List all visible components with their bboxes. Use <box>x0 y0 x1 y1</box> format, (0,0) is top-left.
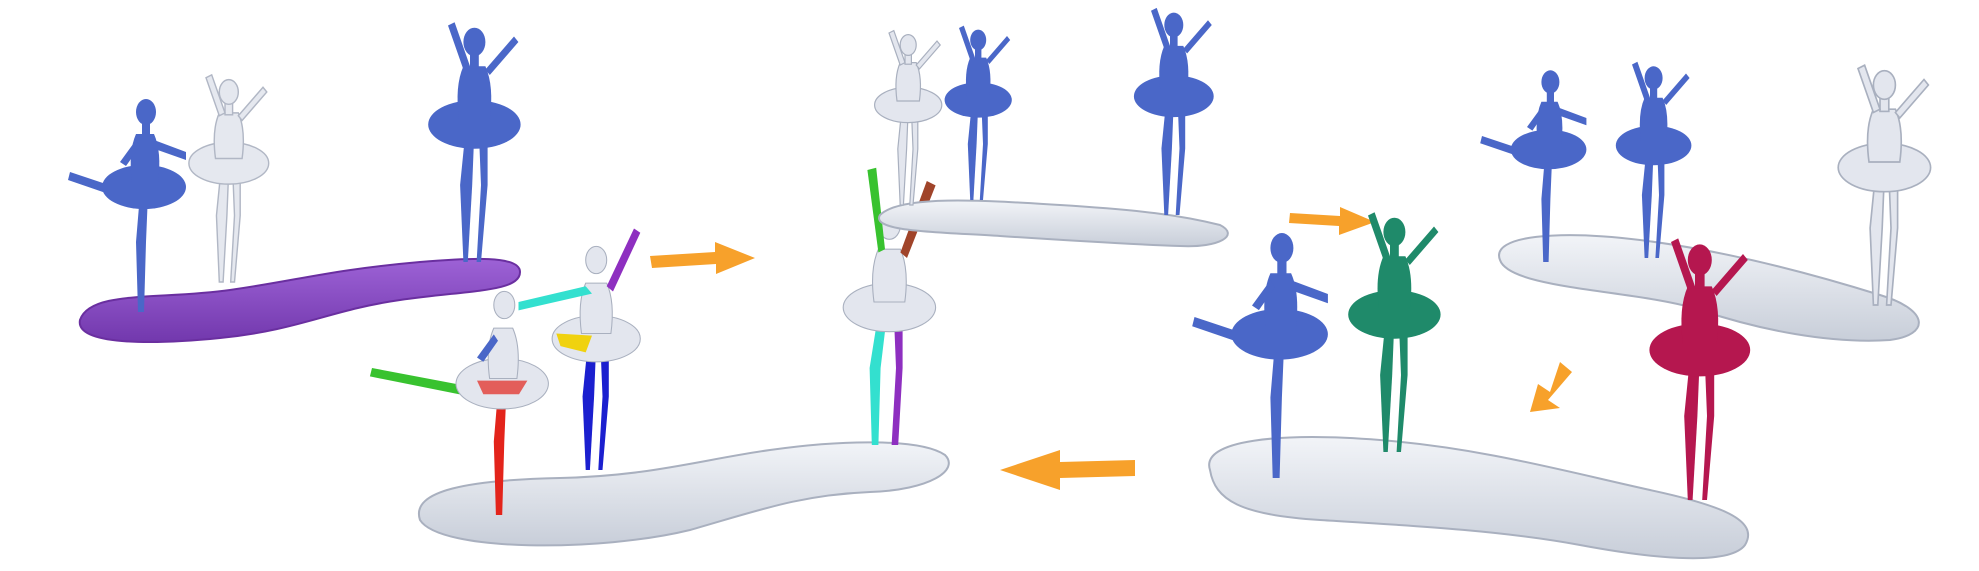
arrow-to-segmentation-icon <box>650 242 755 274</box>
glass-dancer-rear <box>873 29 943 206</box>
panel-input-composition <box>68 22 522 344</box>
blue-dancer-rear-left <box>944 25 1012 201</box>
blue-dancer-rear-right <box>1133 7 1214 215</box>
arrow-to-decomposed-icon <box>1289 207 1375 235</box>
purple-base <box>78 257 522 344</box>
glass-dancer-front <box>1837 64 1932 306</box>
panel-reassembled <box>1192 212 1751 560</box>
glass-base-rear <box>878 199 1229 248</box>
blue-dancer-front-standing <box>1615 61 1692 259</box>
blue-dancer-arabesque <box>68 99 186 312</box>
arrow-down-icon <box>1530 362 1572 412</box>
segmented-dancer-standing <box>518 228 641 470</box>
glass-base-reassembled <box>1208 436 1750 560</box>
arrow-back-icon <box>1000 450 1135 490</box>
blue-dancer-front-arabesque <box>1480 70 1587 263</box>
glass-dancer <box>188 74 270 283</box>
green-dancer-reassembled <box>1348 212 1441 452</box>
panel-decomposed-rear <box>873 7 1229 248</box>
blue-dancer-standing <box>428 22 521 262</box>
segmented-dancer-arabesque <box>369 290 549 515</box>
panel-segmentation <box>369 167 950 547</box>
glass-base-segmentation <box>417 441 950 547</box>
